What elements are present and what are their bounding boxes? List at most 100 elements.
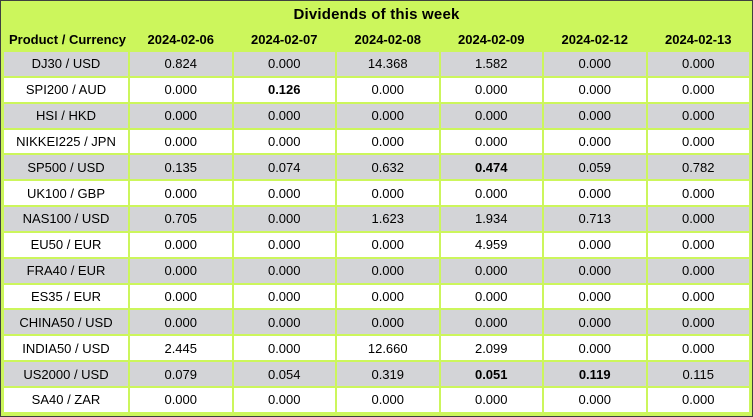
value-cell: 0.000 [130,387,232,412]
value-cell: 0.000 [440,310,542,335]
table-row: SP500 / USD 0.135 0.074 0.632 0.474 0.059 0.78… [4,155,749,180]
value-cell: 0.000 [337,387,439,412]
value-cell: 12.660 [337,336,439,361]
value-cell: 0.319 [337,362,439,386]
value-cell: 0.713 [544,207,646,231]
table-body: DJ30 / USD 0.824 0.000 14.368 1.582 0.000 0.00… [4,52,749,412]
table-row: US2000 / USD 0.079 0.054 0.319 0.051 0.119 0.1… [4,362,749,386]
value-cell: 0.000 [233,232,335,257]
value-cell: 0.000 [233,207,335,231]
table-row: ES35 / EUR 0.000 0.000 0.000 0.000 0.000 0.000 [4,284,749,309]
value-cell: 1.582 [440,52,542,76]
value-cell: 0.000 [130,310,232,335]
product-cell: DJ30 / USD [4,52,128,76]
value-cell: 0.000 [440,284,542,309]
value-cell: 0.000 [233,129,335,154]
value-cell: 0.000 [544,336,646,361]
table-row: SA40 / ZAR 0.000 0.000 0.000 0.000 0.000 0.000 [4,387,749,412]
value-cell: 0.000 [647,336,749,361]
product-cell: US2000 / USD [4,362,128,386]
value-cell: 0.000 [647,77,749,102]
product-cell: EU50 / EUR [4,232,128,257]
date-column-header: 2024-02-09 [458,32,525,47]
value-cell: 0.000 [647,181,749,206]
value-cell: 0.000 [544,103,646,128]
value-cell: 0.054 [233,362,335,386]
table-row: INDIA50 / USD 2.445 0.000 12.660 2.099 0.000 0… [4,336,749,361]
product-cell: UK100 / GBP [4,181,128,206]
value-cell: 0.000 [233,258,335,283]
value-cell: 0.000 [544,387,646,412]
value-cell: 0.059 [544,155,646,180]
value-cell: 0.051 [440,362,542,386]
value-cell: 0.000 [440,258,542,283]
value-cell: 0.000 [130,232,232,257]
value-cell: 0.079 [130,362,232,386]
product-cell: SA40 / ZAR [4,387,128,412]
value-cell: 0.000 [544,52,646,76]
value-cell: 0.000 [233,336,335,361]
product-cell: SPI200 / AUD [4,77,128,102]
value-cell: 0.782 [647,155,749,180]
value-cell: 0.000 [130,103,232,128]
product-cell: FRA40 / EUR [4,258,128,283]
product-cell: INDIA50 / USD [4,336,128,361]
value-cell: 0.000 [337,181,439,206]
value-cell: 0.000 [440,181,542,206]
table-row: DJ30 / USD 0.824 0.000 14.368 1.582 0.000 0.00… [4,52,749,76]
value-cell: 0.632 [337,155,439,180]
value-cell: 0.000 [130,284,232,309]
value-cell: 0.119 [544,362,646,386]
value-cell: 0.000 [647,52,749,76]
product-column-header: Product / Currency [9,32,127,47]
value-cell: 0.000 [544,310,646,335]
table-row: FRA40 / EUR 0.000 0.000 0.000 0.000 0.000 0.00… [4,258,749,283]
value-cell: 0.000 [337,77,439,102]
date-column-header: 2024-02-06 [147,32,215,47]
value-cell: 0.000 [337,284,439,309]
value-cell: 0.000 [130,258,232,283]
value-cell: 0.000 [544,258,646,283]
value-cell: 0.000 [544,129,646,154]
value-cell: 0.000 [337,103,439,128]
table-row: HSI / HKD 0.000 0.000 0.000 0.000 0.000 0.000 [4,103,749,128]
value-cell: 0.115 [647,362,749,386]
value-cell: 0.000 [337,129,439,154]
value-cell: 0.000 [440,103,542,128]
product-cell: CHINA50 / USD [4,310,128,335]
table-row: SPI200 / AUD 0.000 0.126 0.000 0.000 0.000 0.0… [4,77,749,102]
value-cell: 0.135 [130,155,232,180]
value-cell: 0.000 [130,77,232,102]
date-column-header: 2024-02-07 [251,32,318,47]
value-cell: 0.000 [647,387,749,412]
value-cell: 0.000 [233,103,335,128]
table-row: CHINA50 / USD 0.000 0.000 0.000 0.000 0.000 0.… [4,310,749,335]
value-cell: 2.445 [130,336,232,361]
value-cell: 0.000 [337,232,439,257]
value-cell: 0.074 [233,155,335,180]
value-cell: 0.000 [647,207,749,231]
value-cell: 0.000 [233,310,335,335]
value-cell: 0.000 [544,181,646,206]
product-cell: HSI / HKD [4,103,128,128]
value-cell: 1.934 [440,207,542,231]
value-cell: 0.000 [337,310,439,335]
value-cell: 0.000 [544,284,646,309]
table-row: NIKKEI225 / JPN 0.000 0.000 0.000 0.000 0.000… [4,129,749,154]
value-cell: 4.959 [440,232,542,257]
date-column-header: 2024-02-12 [561,32,629,47]
value-cell: 0.000 [647,284,749,309]
product-cell: ES35 / EUR [4,284,128,309]
product-cell: NIKKEI225 / JPN [4,129,128,154]
value-cell: 0.000 [544,232,646,257]
value-cell: 0.000 [233,52,335,76]
value-cell: 0.000 [647,232,749,257]
table-title: Dividends of this week [293,5,460,23]
value-cell: 0.474 [440,155,542,180]
value-cell: 14.368 [337,52,439,76]
value-cell: 0.000 [647,310,749,335]
value-cell: 0.000 [647,258,749,283]
table-row: NAS100 / USD 0.705 0.000 1.623 1.934 0.713 0.0… [4,207,749,231]
value-cell: 0.000 [544,77,646,102]
table-row: EU50 / EUR 0.000 0.000 0.000 4.959 0.000 0.000 [4,232,749,257]
